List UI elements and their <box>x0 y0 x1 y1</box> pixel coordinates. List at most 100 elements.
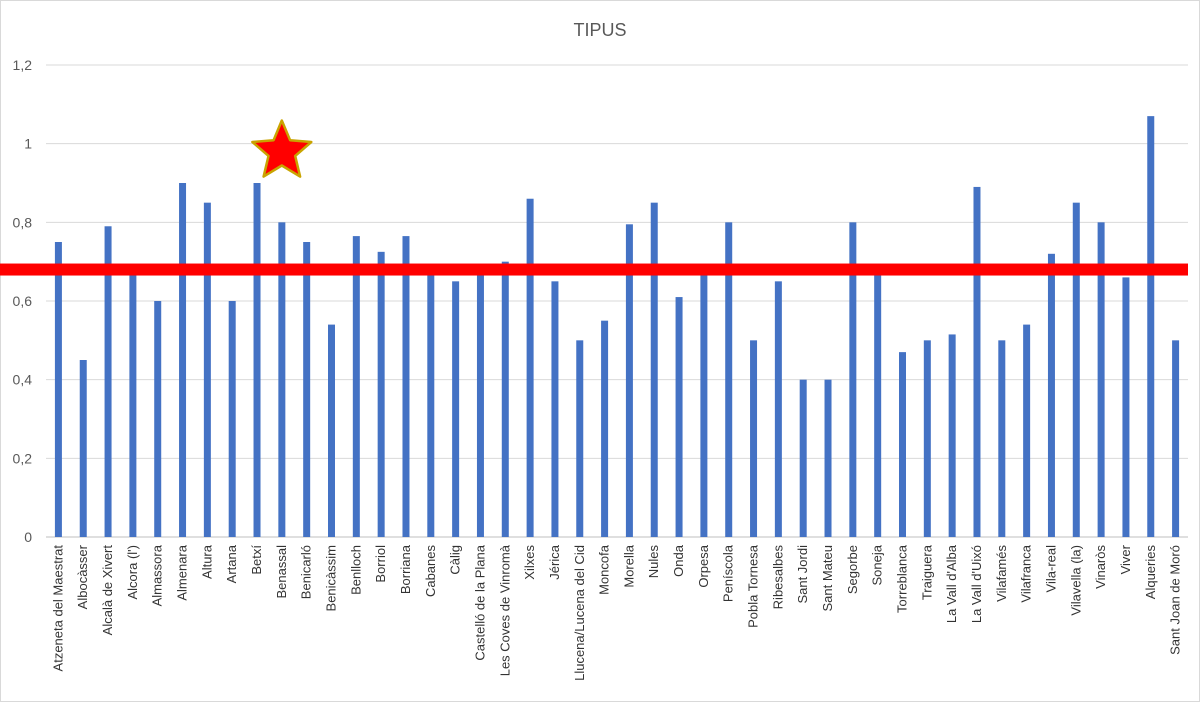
y-tick-label: 0,2 <box>13 450 33 466</box>
y-tick-label: 0,6 <box>13 293 33 309</box>
bar <box>501 261 509 537</box>
bar <box>253 183 261 537</box>
x-axis-tick-labels: Atzeneta del Maestrat Albocàsser Alcalà de… <box>50 544 1182 681</box>
chart-title: TIPUS <box>573 20 626 40</box>
x-tick-label: Alqueries <box>1143 545 1158 600</box>
bar <box>675 297 683 537</box>
x-tick-label: Artana <box>224 544 239 583</box>
x-tick-label: Torreblanca <box>895 544 910 613</box>
y-tick-label: 0 <box>24 529 32 545</box>
x-tick-label: Les Coves de Vinromà <box>497 544 512 676</box>
bar <box>849 222 857 538</box>
bar <box>923 340 931 537</box>
x-tick-label: Borriana <box>398 544 413 594</box>
bar <box>352 236 360 537</box>
x-tick-label: Cabanes <box>423 545 438 598</box>
x-tick-label: Onda <box>671 544 686 577</box>
y-tick-label: 1 <box>24 136 32 152</box>
bar <box>973 186 981 537</box>
bar <box>203 202 211 537</box>
bar <box>328 324 335 537</box>
bar <box>54 242 62 537</box>
x-tick-label: Nules <box>646 545 661 579</box>
bars <box>54 116 1180 538</box>
bar <box>874 273 882 537</box>
x-tick-label: Ribesalbes <box>770 545 785 610</box>
x-tick-label: Benicàssim <box>324 545 339 611</box>
bar <box>948 334 956 537</box>
bar <box>625 224 633 538</box>
bar <box>750 340 758 537</box>
bar <box>725 222 733 538</box>
bar <box>1122 277 1130 537</box>
x-tick-label: Albocàsser <box>75 544 90 609</box>
y-tick-label: 0,4 <box>13 372 33 388</box>
bar <box>1097 222 1105 538</box>
x-tick-label: Vinaròs <box>1093 545 1108 589</box>
bar <box>1047 253 1055 538</box>
bar <box>427 273 435 537</box>
x-tick-label: Peníscola <box>721 544 736 602</box>
x-tick-label: Benicarló <box>299 545 314 599</box>
annotations <box>0 119 1188 276</box>
x-tick-label: Pobla Tornesa <box>746 544 761 628</box>
bar <box>154 301 162 537</box>
x-tick-label: Orpesa <box>696 544 711 587</box>
x-tick-label: Borriol <box>373 545 388 583</box>
bar <box>774 281 782 537</box>
bar <box>1172 340 1180 537</box>
x-tick-label: Castelló de la Plana <box>472 544 487 660</box>
bar <box>700 273 708 537</box>
bar <box>79 360 87 537</box>
x-tick-label: Soneja <box>870 544 885 585</box>
x-tick-label: La Vall d'Uixó <box>969 545 984 623</box>
star-icon <box>251 119 313 178</box>
x-tick-label: Càlig <box>448 545 463 575</box>
x-tick-label: Atzeneta del Maestrat <box>50 545 65 672</box>
bar <box>824 379 832 537</box>
x-tick-label: Almenara <box>175 544 190 600</box>
x-tick-label: Benlloch <box>348 545 363 595</box>
x-tick-label: Alcalà de Xivert <box>100 545 115 636</box>
bar <box>303 242 311 537</box>
x-tick-label: Alcora (l') <box>125 545 140 600</box>
y-tick-label: 1,2 <box>13 57 33 73</box>
bar <box>998 340 1006 537</box>
bar <box>1147 116 1155 537</box>
bar <box>526 198 534 537</box>
x-tick-label: Vilavella (la) <box>1068 545 1083 616</box>
x-tick-label: Xilxes <box>522 545 537 580</box>
x-tick-label: Vilafamés <box>994 545 1009 602</box>
y-axis-tick-labels: 0 0,2 0,4 0,6 0,8 1 1,2 <box>13 57 33 545</box>
bar <box>1072 202 1080 537</box>
x-tick-label: Morella <box>621 544 636 587</box>
x-tick-label: Sant Joan de Moró <box>1168 545 1183 655</box>
bar <box>601 320 609 537</box>
x-tick-label: Traiguera <box>919 544 934 600</box>
x-tick-label: Benassal <box>274 545 289 599</box>
bar <box>402 236 410 537</box>
x-tick-label: Segorbe <box>845 545 860 594</box>
bar <box>452 281 460 537</box>
bar <box>576 340 584 537</box>
x-tick-label: Sant Mateu <box>820 545 835 612</box>
x-tick-label: Vila-real <box>1043 545 1058 593</box>
x-tick-label: Vilafranca <box>1019 544 1034 602</box>
bar <box>476 273 484 537</box>
x-tick-label: Viver <box>1118 544 1133 574</box>
bar <box>551 281 559 537</box>
threshold-line <box>0 263 1188 276</box>
x-tick-label: La Vall d'Alba <box>944 544 959 623</box>
bar <box>899 352 906 537</box>
bar <box>377 251 385 538</box>
bar <box>228 301 236 537</box>
y-tick-label: 0,8 <box>13 214 33 230</box>
bar <box>650 202 658 537</box>
x-tick-label: Betxí <box>249 545 264 575</box>
bar <box>799 379 807 537</box>
bar <box>179 183 187 537</box>
bar <box>129 273 137 537</box>
bar <box>1023 324 1031 537</box>
